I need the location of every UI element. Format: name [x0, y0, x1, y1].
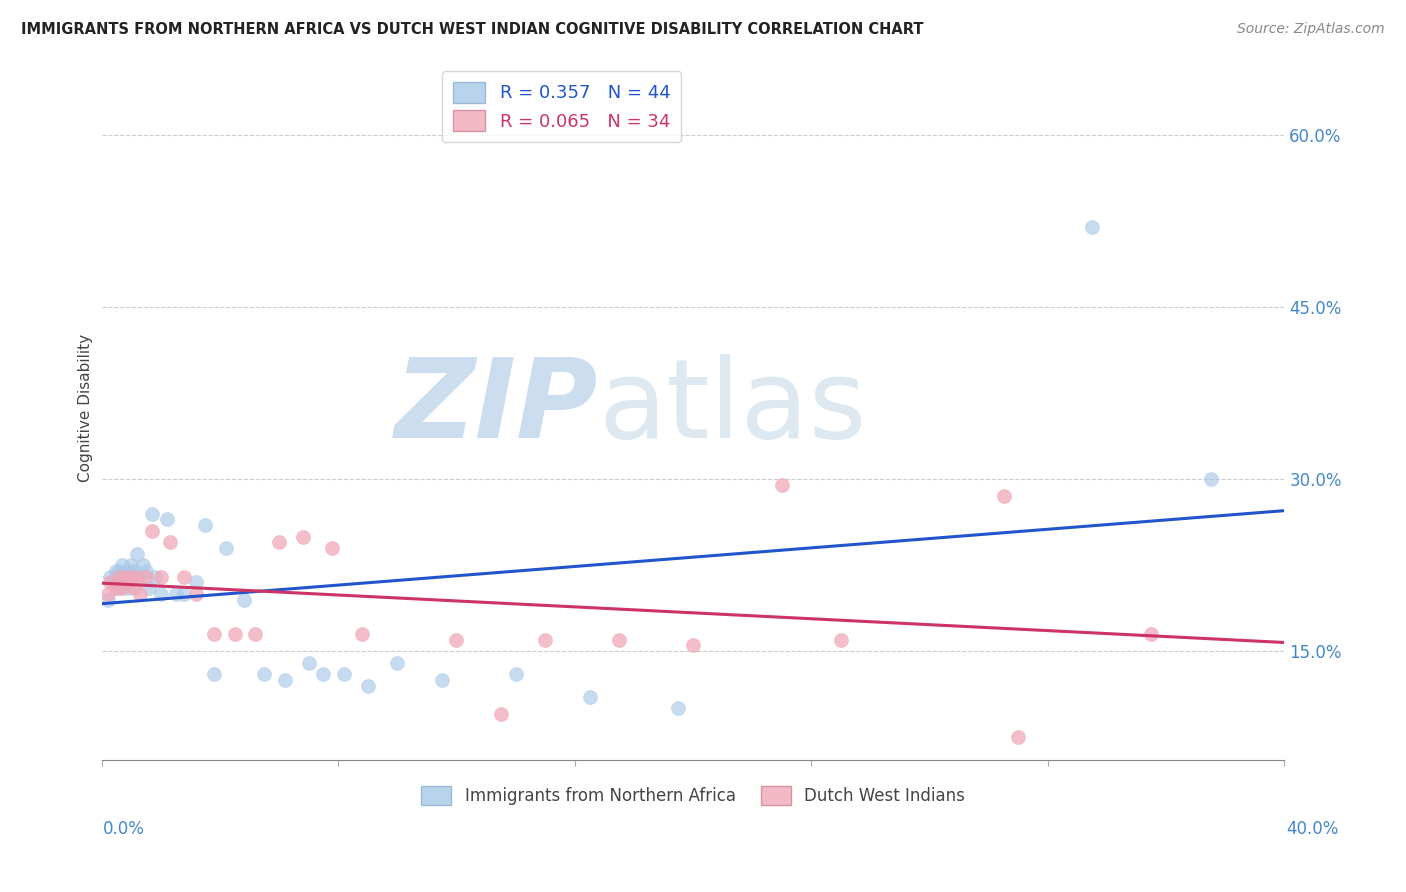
Point — [1007, 730, 1029, 744]
Text: 0.0%: 0.0% — [103, 820, 145, 838]
Point — [202, 627, 225, 641]
Point — [534, 632, 557, 647]
Point — [194, 518, 217, 533]
Point — [666, 701, 689, 715]
Point — [120, 569, 142, 583]
Point — [149, 587, 172, 601]
Point — [108, 581, 131, 595]
Point — [105, 564, 128, 578]
Point — [173, 569, 195, 583]
Text: ZIP: ZIP — [395, 354, 599, 461]
Text: Source: ZipAtlas.com: Source: ZipAtlas.com — [1237, 22, 1385, 37]
Point — [105, 569, 128, 583]
Legend: Immigrants from Northern Africa, Dutch West Indians: Immigrants from Northern Africa, Dutch W… — [415, 779, 972, 812]
Point — [607, 632, 630, 647]
Point — [117, 564, 139, 578]
Point — [350, 627, 373, 641]
Point — [129, 587, 152, 601]
Point — [138, 581, 160, 595]
Point — [135, 569, 157, 583]
Point — [129, 569, 152, 583]
Point — [312, 667, 335, 681]
Point — [96, 592, 118, 607]
Point — [122, 581, 145, 595]
Point — [105, 581, 128, 595]
Text: IMMIGRANTS FROM NORTHERN AFRICA VS DUTCH WEST INDIAN COGNITIVE DISABILITY CORREL: IMMIGRANTS FROM NORTHERN AFRICA VS DUTCH… — [21, 22, 924, 37]
Point — [165, 587, 187, 601]
Point — [1140, 627, 1163, 641]
Point — [186, 587, 208, 601]
Point — [141, 507, 163, 521]
Point — [100, 569, 122, 583]
Point — [127, 547, 149, 561]
Text: 40.0%: 40.0% — [1286, 820, 1339, 838]
Y-axis label: Cognitive Disability: Cognitive Disability — [79, 334, 93, 482]
Point — [159, 535, 181, 549]
Text: atlas: atlas — [599, 354, 868, 461]
Point — [149, 569, 172, 583]
Point — [111, 581, 134, 595]
Point — [173, 587, 195, 601]
Point — [141, 524, 163, 538]
Point — [111, 558, 134, 573]
Point — [135, 564, 157, 578]
Point — [143, 569, 166, 583]
Point — [267, 535, 290, 549]
Point — [120, 569, 142, 583]
Point — [127, 569, 149, 583]
Point — [103, 575, 125, 590]
Point — [993, 490, 1015, 504]
Point — [297, 656, 319, 670]
Point — [1199, 472, 1222, 486]
Point — [202, 667, 225, 681]
Point — [156, 512, 179, 526]
Point — [132, 558, 155, 573]
Point — [108, 564, 131, 578]
Point — [224, 627, 246, 641]
Point — [114, 569, 136, 583]
Point — [430, 673, 453, 687]
Point — [117, 575, 139, 590]
Point — [321, 541, 343, 555]
Point — [114, 575, 136, 590]
Point — [96, 587, 118, 601]
Point — [682, 639, 704, 653]
Point — [489, 707, 512, 722]
Point — [446, 632, 468, 647]
Point — [122, 564, 145, 578]
Point — [830, 632, 852, 647]
Point — [333, 667, 356, 681]
Point — [117, 581, 139, 595]
Point — [291, 530, 314, 544]
Point — [387, 656, 409, 670]
Point — [770, 478, 793, 492]
Point — [186, 575, 208, 590]
Point — [245, 627, 267, 641]
Point — [274, 673, 297, 687]
Point — [111, 569, 134, 583]
Point — [232, 592, 254, 607]
Point — [215, 541, 238, 555]
Point — [100, 575, 122, 590]
Point — [1081, 220, 1104, 235]
Point — [578, 690, 600, 704]
Point — [108, 569, 131, 583]
Point — [505, 667, 527, 681]
Point — [253, 667, 276, 681]
Point — [357, 679, 380, 693]
Point — [120, 558, 142, 573]
